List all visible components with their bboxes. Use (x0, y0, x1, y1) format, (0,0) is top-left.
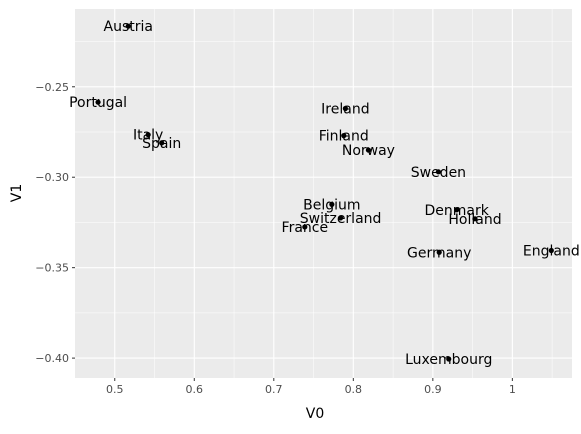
data-point (145, 132, 151, 138)
point-label: Portugal (69, 95, 127, 111)
data-point (341, 133, 347, 139)
point-label: Holland (448, 212, 501, 228)
data-point (446, 356, 452, 362)
data-point (472, 216, 478, 222)
data-point (329, 201, 335, 207)
x-tick-label: 1 (509, 383, 516, 396)
data-point (454, 207, 460, 213)
point-label: Sweden (411, 165, 466, 181)
data-point (548, 247, 554, 254)
y-tick-label: −0.30 (35, 171, 69, 184)
x-axis: 0.5 0.6 0.7 0.8 0.9 1 (106, 378, 516, 396)
major-gridlines (75, 9, 572, 378)
point-label: Italy (133, 128, 163, 144)
point-label: Ireland (321, 101, 369, 117)
data-point (302, 224, 308, 230)
point-label: Denmark (425, 203, 490, 219)
point-label: Luxembourg (405, 352, 492, 368)
data-point (365, 147, 372, 153)
x-tick-label: 0.9 (424, 383, 442, 396)
x-tick-label: 0.7 (265, 383, 283, 396)
data-point (95, 99, 101, 105)
x-tick-label: 0.5 (106, 383, 124, 396)
y-tick-label: −0.35 (35, 262, 69, 275)
point-label: France (282, 220, 329, 236)
minor-gridlines (75, 9, 572, 378)
data-point (337, 215, 344, 221)
data-point (125, 23, 131, 29)
point-label: Finland (319, 129, 369, 145)
data-point (342, 105, 348, 112)
x-tick-label: 0.6 (186, 383, 204, 396)
point-label: Switzerland (300, 211, 382, 227)
point-label: Spain (142, 136, 181, 152)
data-points (95, 23, 554, 362)
point-label: England (523, 243, 580, 259)
y-axis-title: V1 (9, 184, 25, 202)
y-tick-label: −0.40 (35, 352, 69, 365)
point-label: Germany (407, 245, 471, 261)
data-point (159, 140, 165, 146)
y-axis: −0.25 −0.30 −0.35 −0.40 (35, 81, 75, 365)
point-label: Belgium (303, 197, 360, 213)
y-tick-label: −0.25 (35, 81, 69, 94)
data-point (435, 169, 442, 175)
plot-panel (75, 9, 572, 378)
point-label: Austria (104, 19, 153, 35)
x-axis-title: V0 (306, 406, 324, 422)
x-tick-label: 0.8 (345, 383, 363, 396)
point-label: Norway (342, 143, 395, 159)
data-point (436, 249, 442, 255)
